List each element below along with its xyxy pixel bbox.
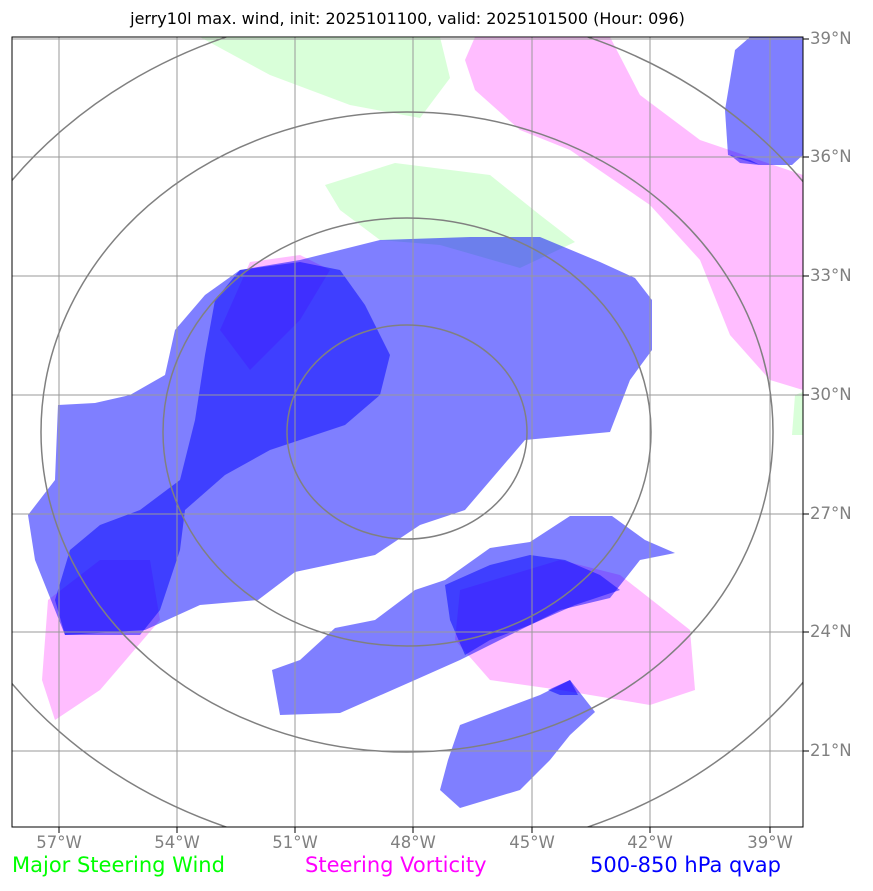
lat-label: 36°N — [810, 147, 852, 166]
lon-label: 39°W — [747, 833, 793, 852]
qvap-core — [55, 262, 390, 635]
range-ring — [162, 217, 652, 647]
map-title: jerry10l max. wind, init: 2025101100, va… — [130, 9, 685, 28]
lon-label: 45°W — [509, 833, 555, 852]
plot-frame — [11, 36, 804, 828]
steering-wind-area — [200, 37, 450, 118]
qvap-area — [725, 37, 803, 165]
range-rings — [12, 37, 803, 827]
tick-marks — [58, 38, 809, 833]
qvap-core — [548, 680, 578, 695]
lat-label: 39°N — [810, 29, 852, 48]
lon-label: 51°W — [272, 833, 318, 852]
steering-wind-area — [792, 392, 803, 435]
lon-label: 57°W — [36, 833, 82, 852]
lat-label: 33°N — [810, 266, 852, 285]
lat-label: 24°N — [810, 622, 852, 641]
vorticity-area — [465, 37, 803, 390]
lon-label: 48°W — [390, 833, 436, 852]
range-ring — [286, 324, 528, 540]
lat-label: 30°N — [810, 385, 852, 404]
qvap-area — [28, 237, 652, 635]
legend-qvap: 500-850 hPa qvap — [590, 853, 781, 877]
qvap-layer — [28, 37, 803, 808]
qvap-area — [440, 680, 595, 808]
lat-label: 27°N — [810, 504, 852, 523]
lat-label: 21°N — [810, 741, 852, 760]
lat-lon-grid — [12, 37, 803, 827]
range-ring — [40, 111, 774, 753]
lon-label: 42°W — [627, 833, 673, 852]
lon-label: 54°W — [154, 833, 200, 852]
legend-steering-wind: Major Steering Wind — [12, 853, 225, 877]
legend-steering-vorticity: Steering Vorticity — [305, 853, 487, 877]
